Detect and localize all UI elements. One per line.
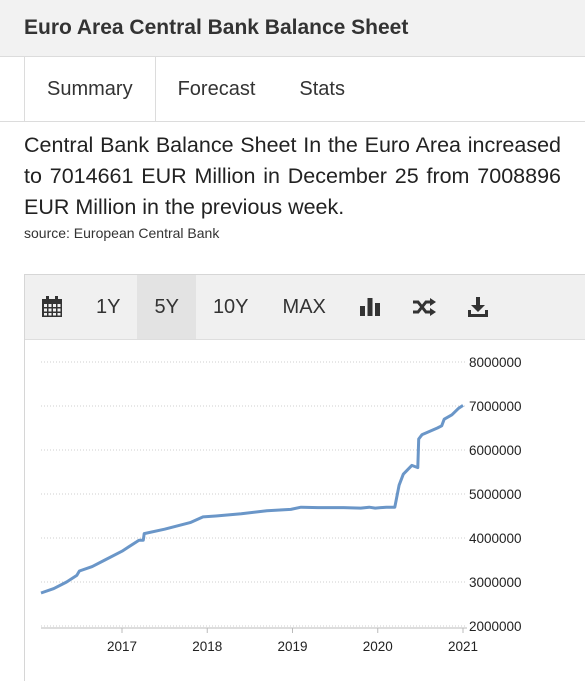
tab-bar: Summary Forecast Stats bbox=[0, 57, 585, 122]
chart-panel: 1Y 5Y 10Y MAX bbox=[24, 274, 585, 681]
range-5y-button[interactable]: 5Y bbox=[137, 275, 196, 339]
y-tick-label: 4000000 bbox=[469, 531, 522, 546]
tab-forecast[interactable]: Forecast bbox=[177, 77, 256, 100]
calendar-icon[interactable] bbox=[25, 275, 79, 339]
range-max-button[interactable]: MAX bbox=[282, 295, 326, 318]
y-tick-label: 7000000 bbox=[469, 399, 522, 414]
x-tick-label: 2021 bbox=[448, 639, 478, 654]
y-tick-label: 5000000 bbox=[469, 487, 522, 502]
source-text: source: European Central Bank bbox=[24, 225, 220, 241]
page-title: Euro Area Central Bank Balance Sheet bbox=[0, 0, 585, 57]
x-tick-label: 2017 bbox=[107, 639, 137, 654]
shuffle-icon[interactable] bbox=[397, 275, 451, 339]
summary-text: Central Bank Balance Sheet In the Euro A… bbox=[24, 133, 561, 219]
chart-toolbar: 1Y 5Y 10Y MAX bbox=[25, 275, 585, 340]
x-tick-label: 2018 bbox=[192, 639, 222, 654]
y-tick-label: 3000000 bbox=[469, 575, 522, 590]
x-tick-label: 2020 bbox=[363, 639, 393, 654]
tab-stats[interactable]: Stats bbox=[299, 77, 345, 100]
range-10y-button[interactable]: 10Y bbox=[212, 295, 249, 318]
series-line bbox=[40, 404, 464, 595]
y-tick-label: 8000000 bbox=[469, 355, 522, 370]
y-tick-label: 6000000 bbox=[469, 443, 522, 458]
tab-summary[interactable]: Summary bbox=[24, 57, 156, 121]
download-icon[interactable] bbox=[451, 275, 505, 339]
y-tick-label: 2000000 bbox=[469, 619, 522, 634]
range-1y-button[interactable]: 1Y bbox=[96, 295, 121, 318]
bar-chart-icon[interactable] bbox=[343, 275, 397, 339]
line-chart: 8000000 7000000 6000000 5000000 4000000 30000… bbox=[40, 355, 522, 654]
x-tick-label: 2019 bbox=[277, 639, 307, 654]
